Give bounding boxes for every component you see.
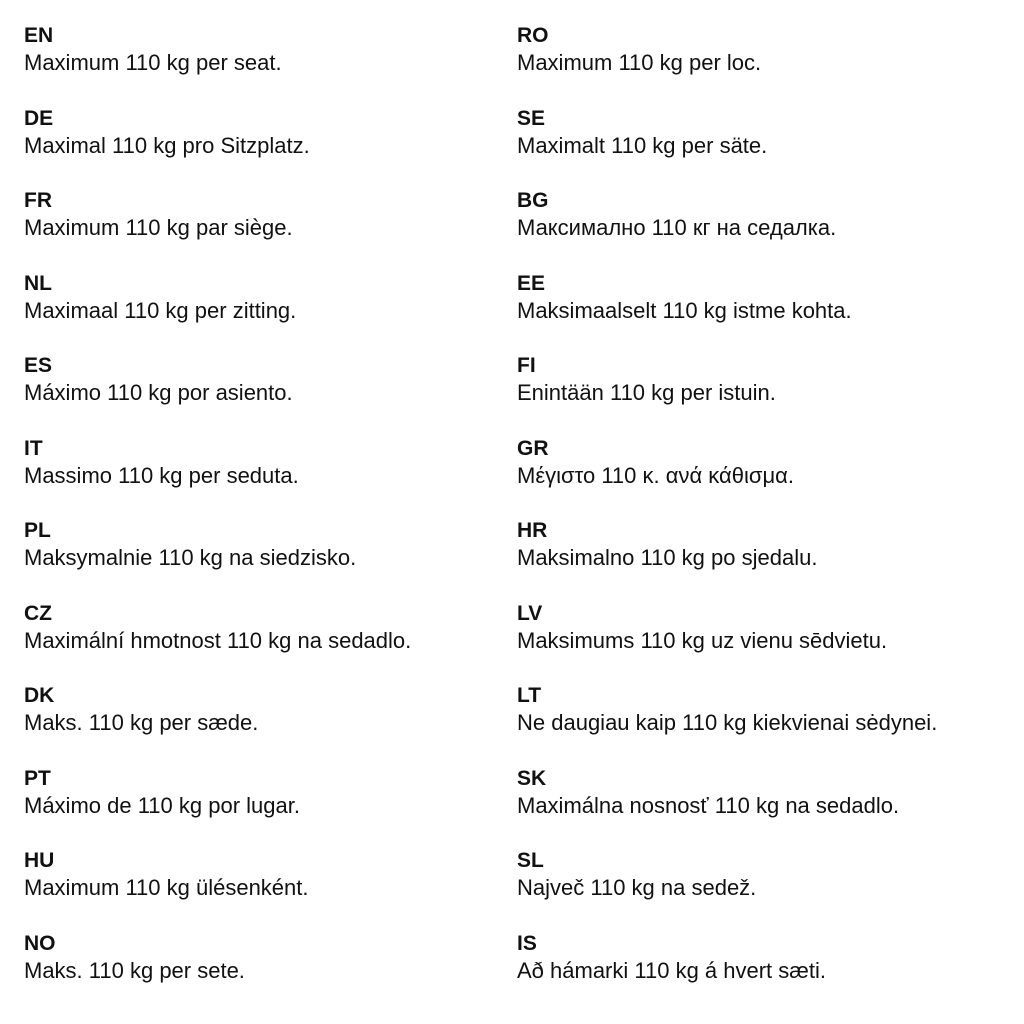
language-code: SK <box>517 766 547 790</box>
language-entry: IS Að hámarki 110 kg á hvert sæti. <box>517 930 937 1013</box>
weight-limit-text: Enintään 110 kg per istuin. <box>517 380 776 405</box>
language-entry: LV Maksimums 110 kg uz vienu sēdvietu. <box>517 600 937 683</box>
language-entry: PT Máximo de 110 kg por lugar. <box>24 765 411 848</box>
language-code: SE <box>517 106 546 130</box>
weight-limit-text: Máximo 110 kg por asiento. <box>24 380 293 405</box>
language-code: ES <box>24 354 53 377</box>
language-code: NL <box>24 271 52 295</box>
weight-limit-text: Maximaal 110 kg per zitting. <box>24 297 297 323</box>
language-entry: GR Μέγιστο 110 κ. ανά κάθισμα. <box>517 435 937 518</box>
language-code: GR <box>517 436 549 460</box>
language-code: IS <box>517 931 537 955</box>
language-entry: FI Enintään 110 kg per istuin. <box>517 352 937 435</box>
weight-limit-text: Maksymalnie 110 kg na siedzisko. <box>24 545 357 570</box>
weight-limit-text: Maximum 110 kg ülésenként. <box>24 875 309 900</box>
weight-limit-text: Максимално 110 кг на седалка. <box>517 215 837 240</box>
language-code: PL <box>24 519 51 542</box>
weight-limit-text: Maximální hmotnost 110 kg na sedadlo. <box>24 627 412 653</box>
language-code: IT <box>24 436 43 460</box>
weight-limit-text: Ne daugiau kaip 110 kg kiekvienai sėdyne… <box>517 710 938 735</box>
language-code: FR <box>24 189 52 212</box>
language-entry: ES Máximo 110 kg por asiento. <box>24 352 411 435</box>
language-code: EE <box>517 271 546 295</box>
language-entry: SE Maximalt 110 kg per säte. <box>517 105 937 188</box>
weight-limit-text: Maximum 110 kg per seat. <box>24 50 282 75</box>
language-code: RO <box>517 24 549 47</box>
language-entry: NL Maximaal 110 kg per zitting. <box>24 270 411 353</box>
language-code: PT <box>24 766 51 790</box>
weight-limit-text: Massimo 110 kg per seduta. <box>24 462 299 488</box>
language-entry: EE Maksimaalselt 110 kg istme kohta. <box>517 270 937 353</box>
left-column: EN Maximum 110 kg per seat. DE Maximal 110 … <box>24 22 411 1012</box>
language-code: SL <box>517 849 544 872</box>
weight-limit-text: Maximalt 110 kg per säte. <box>517 132 768 158</box>
weight-limit-text: Maximálna nosnosť 110 kg na sedadlo. <box>517 792 900 818</box>
weight-limit-text: Maximum 110 kg per loc. <box>517 50 762 75</box>
language-entry: LT Ne daugiau kaip 110 kg kiekvienai sėdy… <box>517 682 937 765</box>
weight-limit-text: Maksimums 110 kg uz vienu sēdvietu. <box>517 627 888 653</box>
language-code: DE <box>24 106 54 130</box>
weight-limit-text: Máximo de 110 kg por lugar. <box>24 792 300 818</box>
language-entry: HR Maksimalno 110 kg po sjedalu. <box>517 517 937 600</box>
language-entry: FR Maximum 110 kg par siège. <box>24 187 411 270</box>
language-code: CZ <box>24 601 52 625</box>
language-code: LT <box>517 684 542 707</box>
language-entry: DK Maks. 110 kg per sæde. <box>24 682 411 765</box>
language-entry: SL Največ 110 kg na sedež. <box>517 847 937 930</box>
language-code: HU <box>24 849 55 872</box>
language-entry: DE Maximal 110 kg pro Sitzplatz. <box>24 105 411 188</box>
language-entry: NO Maks. 110 kg per sete. <box>24 930 411 1013</box>
weight-limit-text: Maximum 110 kg par siège. <box>24 215 293 240</box>
language-entry: IT Massimo 110 kg per seduta. <box>24 435 411 518</box>
language-code: LV <box>517 601 543 625</box>
language-code: DK <box>24 684 55 707</box>
language-entry: EN Maximum 110 kg per seat. <box>24 22 411 105</box>
weight-limit-text: Μέγιστο 110 κ. ανά κάθισμα. <box>517 462 794 488</box>
weight-limit-text: Maks. 110 kg per sæde. <box>24 710 259 735</box>
language-code: EN <box>24 24 54 47</box>
weight-limit-text: Največ 110 kg na sedež. <box>517 875 757 900</box>
language-code: HR <box>517 519 548 542</box>
weight-limit-text: Að hámarki 110 kg á hvert sæti. <box>517 957 826 983</box>
right-column: RO Maximum 110 kg per loc. SE Maximalt 110 … <box>517 22 937 1012</box>
language-code: NO <box>24 931 56 955</box>
language-entry: BG Максимално 110 кг на седалка. <box>517 187 937 270</box>
language-entry: CZ Maximální hmotnost 110 kg na sedadlo. <box>24 600 411 683</box>
language-entry: SK Maximálna nosnosť 110 kg na sedadlo. <box>517 765 937 848</box>
language-entry: HU Maximum 110 kg ülésenként. <box>24 847 411 930</box>
weight-limit-text: Maks. 110 kg per sete. <box>24 957 245 983</box>
language-code: FI <box>517 354 536 377</box>
weight-limit-text: Maximal 110 kg pro Sitzplatz. <box>24 132 310 158</box>
language-entry: RO Maximum 110 kg per loc. <box>517 22 937 105</box>
weight-limit-text: Maksimaalselt 110 kg istme kohta. <box>517 297 852 323</box>
language-code: BG <box>517 189 549 212</box>
weight-limit-text: Maksimalno 110 kg po sjedalu. <box>517 545 818 570</box>
language-entry: PL Maksymalnie 110 kg na siedzisko. <box>24 517 411 600</box>
